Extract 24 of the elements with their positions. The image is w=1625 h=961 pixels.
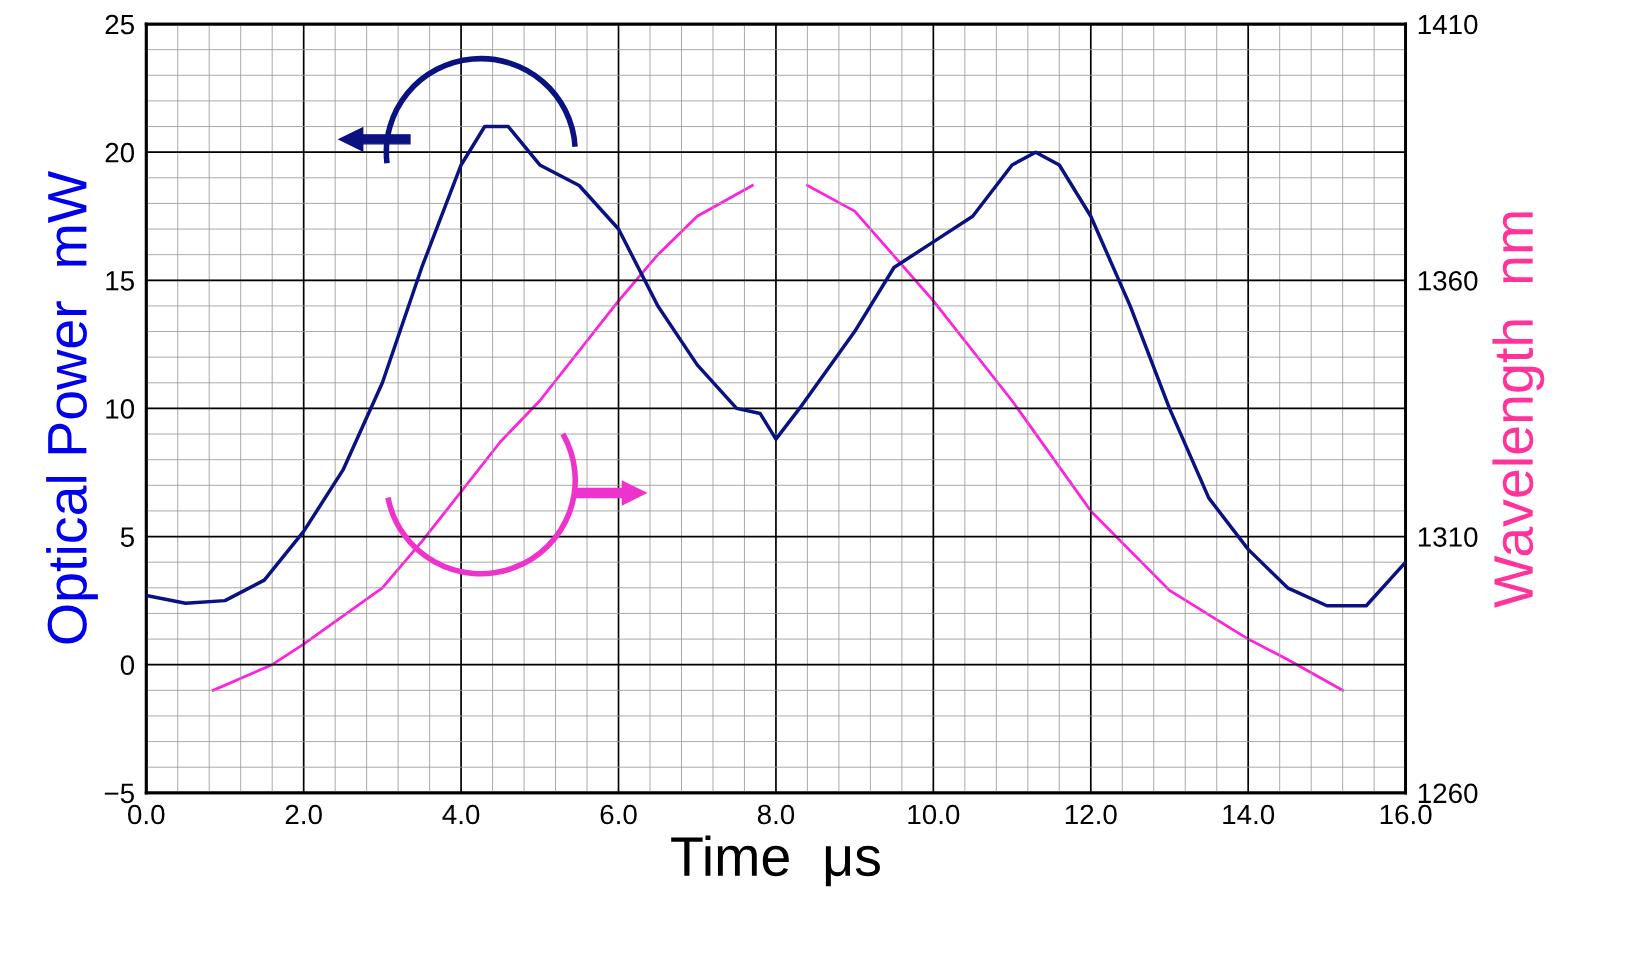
y2-tick-label: 1360 <box>1418 270 1478 291</box>
y-tick-label: 20 <box>105 142 135 163</box>
x-axis-title: Time μs <box>671 835 880 887</box>
y-tick-label: 25 <box>105 14 134 35</box>
line-series <box>146 124 1406 608</box>
y-tick-label: 0 <box>120 655 135 676</box>
x-tick-label: 10.0 <box>908 804 960 825</box>
x-tick-label: 0.0 <box>128 804 165 825</box>
y-tick-label: −5 <box>104 783 134 804</box>
y-tick-label: 5 <box>120 527 134 547</box>
y2-tick-label: 1310 <box>1418 527 1478 547</box>
y2-axis-title: Wavelength nm <box>1492 212 1545 608</box>
x-tick-label: 8.0 <box>757 804 795 825</box>
y-tick-label: 15 <box>106 271 134 291</box>
x-tick-label: 14.0 <box>1223 804 1275 825</box>
y-axis-title: Optical Power mW <box>46 170 98 644</box>
x-tick-label: 12.0 <box>1065 804 1117 825</box>
y2-tick-label: 1260 <box>1418 783 1478 804</box>
x-tick-label: 6.0 <box>600 804 637 825</box>
y-tick-label: 10 <box>106 399 135 419</box>
y2-tick-label: 1410 <box>1418 14 1478 35</box>
x-tick-label: 2.0 <box>285 804 322 825</box>
x-tick-label: 16.0 <box>1380 804 1432 825</box>
x-tick-label: 4.0 <box>442 804 480 825</box>
